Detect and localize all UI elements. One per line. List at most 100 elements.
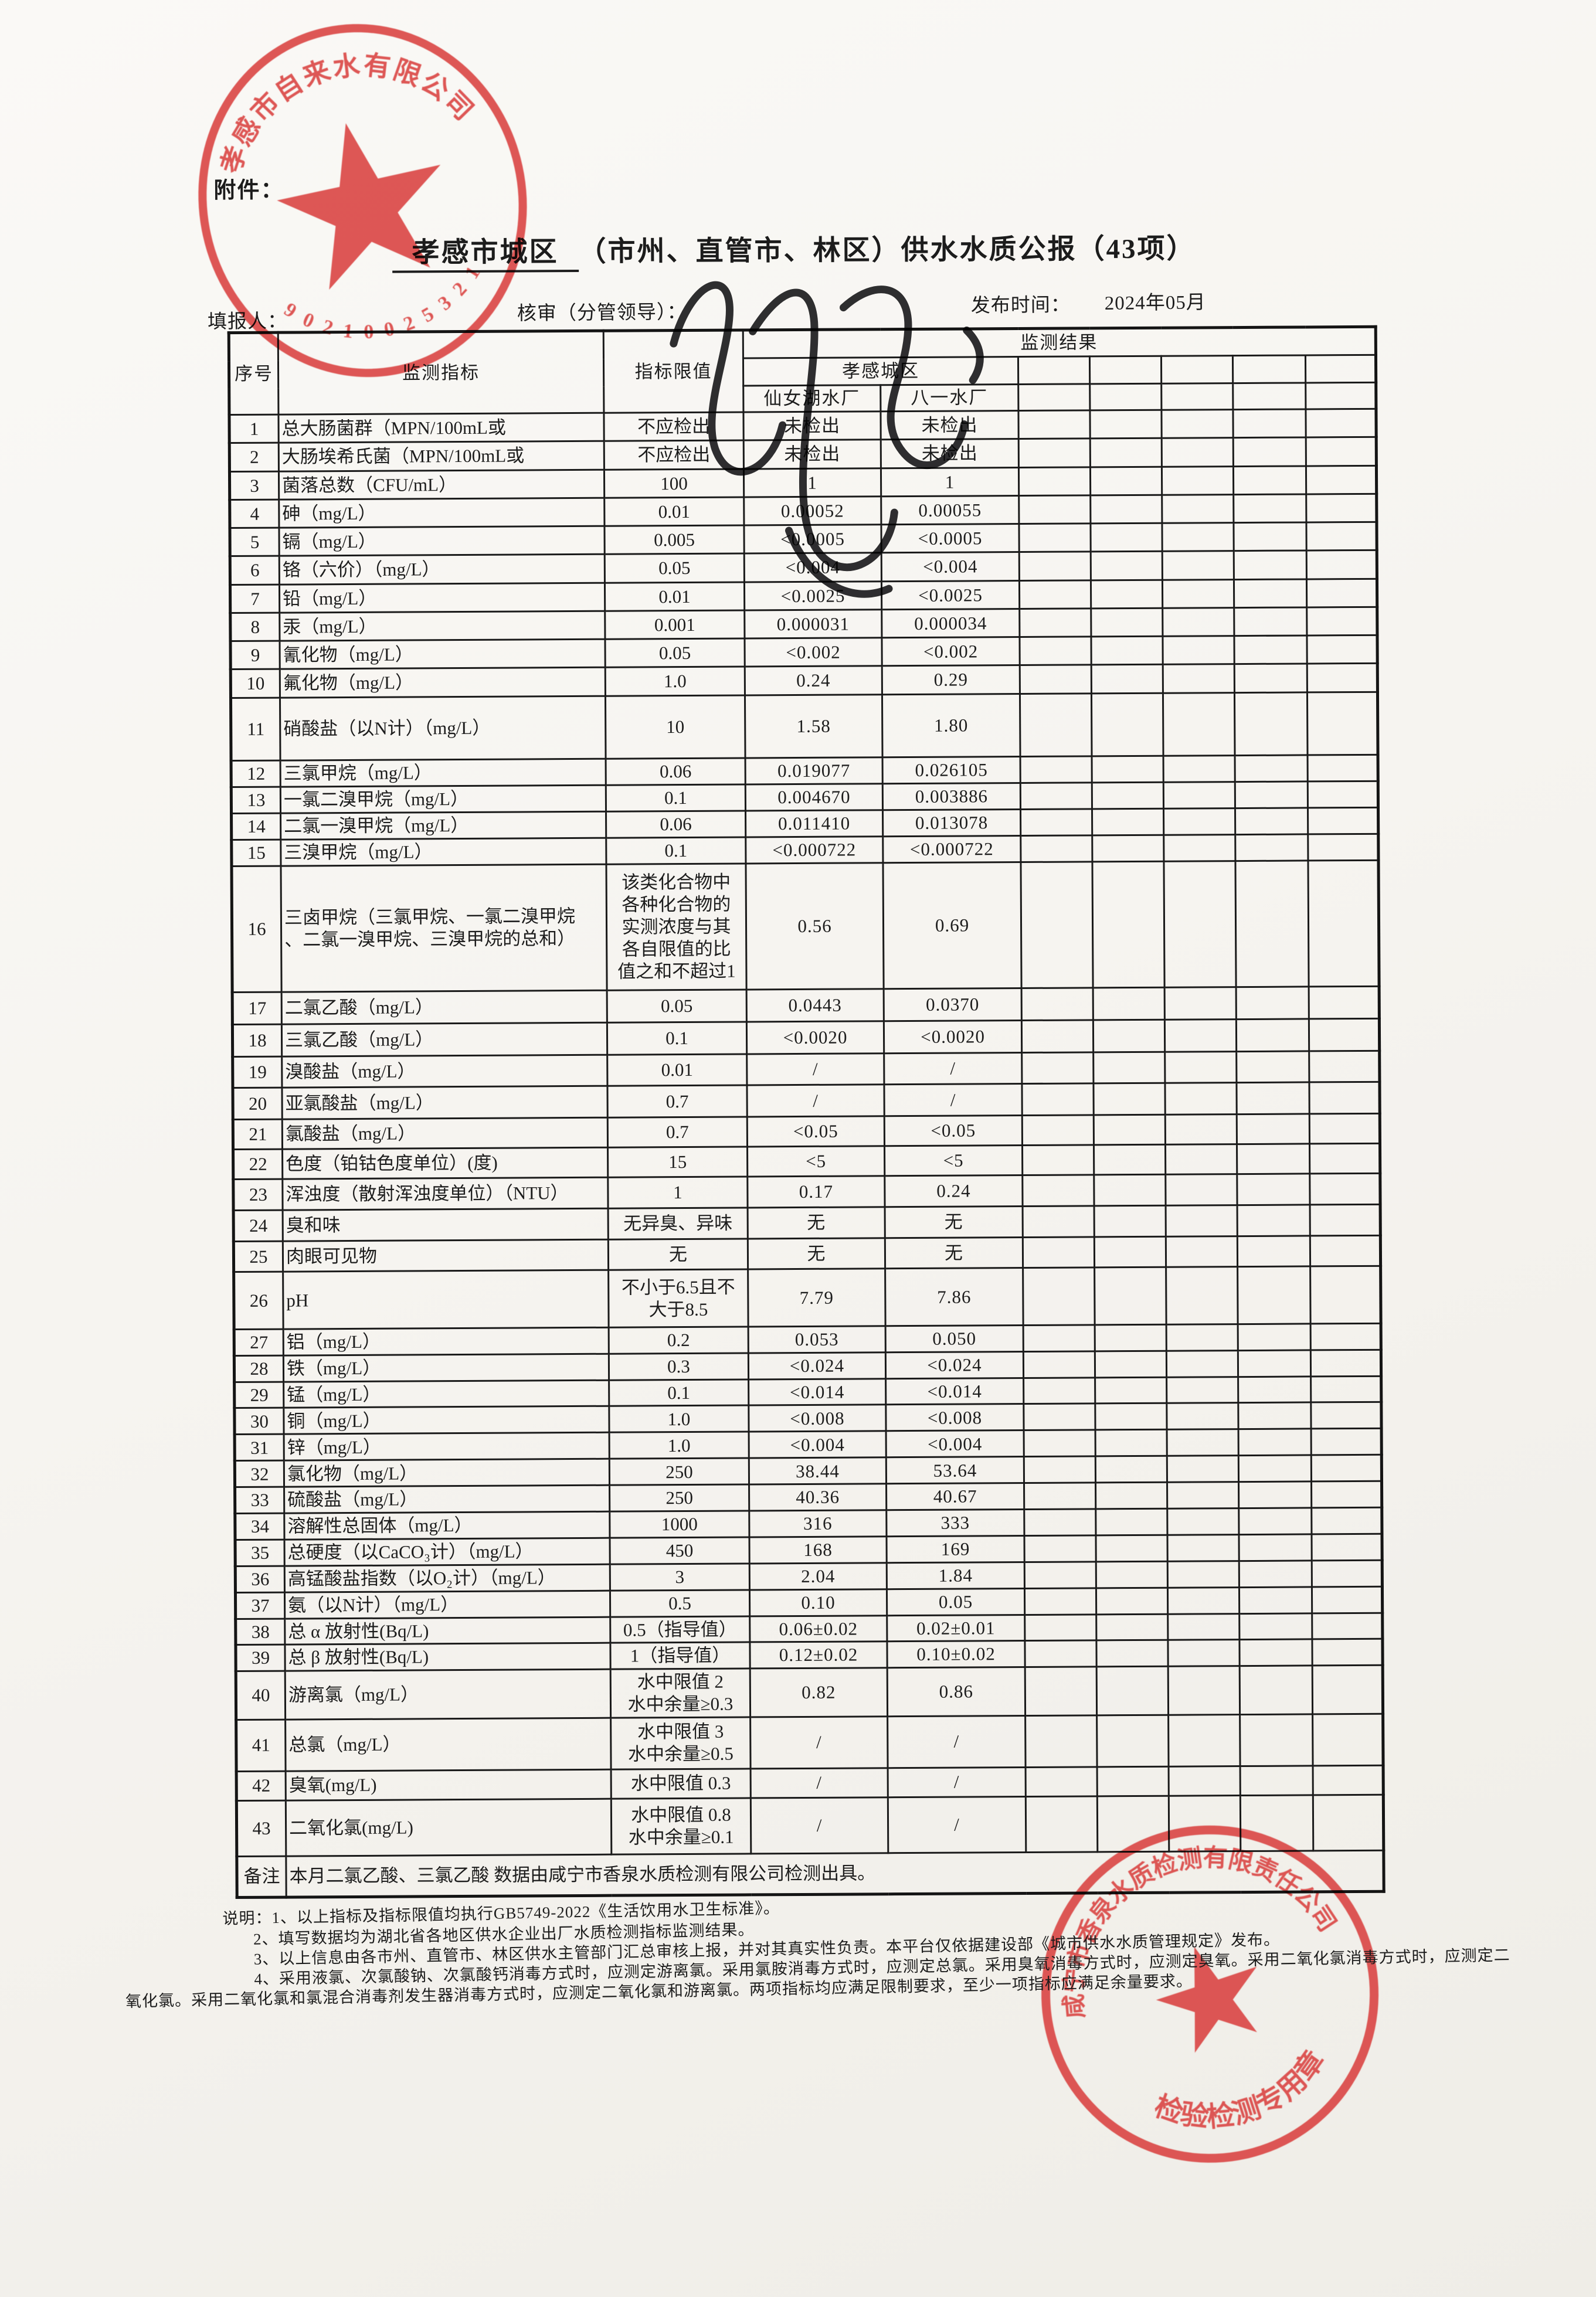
cell-empty	[1090, 467, 1162, 495]
cell-empty	[1312, 1665, 1383, 1714]
cell-limit: 450	[609, 1537, 750, 1565]
cell-seq: 21	[233, 1119, 283, 1150]
cell-empty	[1306, 522, 1377, 551]
cell-value-plant2: 7.86	[885, 1268, 1024, 1326]
cell-empty	[1306, 494, 1377, 522]
table-row: 40 游离氯（mg/L） 水中限值 2 水中余量≥0.3 0.82 0.86	[236, 1665, 1383, 1720]
cell-indicator: 锰（mg/L）	[283, 1379, 609, 1408]
cell-empty	[1162, 551, 1234, 580]
cell-empty	[1306, 635, 1378, 664]
cell-empty	[1164, 1019, 1237, 1052]
cell-value-plant1: 0.011410	[745, 810, 883, 837]
cell-indicator: 氨（以N计）（mg/L）	[284, 1590, 610, 1619]
cell-value-plant2: <0.0020	[884, 1020, 1022, 1054]
cell-empty	[1023, 1267, 1095, 1326]
cell-value-plant1: <5	[747, 1146, 885, 1177]
cell-empty	[1235, 834, 1308, 861]
cell-value-plant2: 0.24	[884, 1175, 1023, 1207]
remark-label: 备注	[236, 1856, 287, 1898]
cell-empty	[1021, 987, 1094, 1021]
cell-seq: 17	[232, 992, 282, 1025]
cell-value-plant2: <0.05	[884, 1115, 1023, 1146]
cell-empty	[1023, 1377, 1095, 1404]
cell-seq: 9	[230, 641, 280, 670]
cell-value-plant2: 53.64	[886, 1456, 1024, 1484]
cell-empty	[1095, 1351, 1167, 1378]
cell-empty	[1234, 692, 1308, 756]
cell-empty	[1167, 1587, 1240, 1614]
cell-value-plant2: /	[888, 1767, 1026, 1797]
cell-value-plant1: 2.04	[749, 1562, 887, 1590]
cell-seq: 37	[235, 1592, 285, 1619]
cell-limit: 0.7	[607, 1085, 748, 1118]
cell-empty	[1162, 494, 1234, 524]
cell-empty	[1235, 860, 1309, 987]
cell-empty	[1238, 1455, 1312, 1483]
cell-indicator: 溶解性总固体（mg/L）	[284, 1511, 610, 1540]
cell-value-plant1: /	[746, 1053, 884, 1085]
cell-empty	[1025, 1666, 1097, 1716]
cell-seq: 33	[235, 1487, 284, 1514]
cell-empty	[1167, 1456, 1239, 1483]
cell-empty	[1021, 1052, 1094, 1084]
cell-seq: 25	[233, 1241, 283, 1272]
cell-empty	[1092, 835, 1164, 862]
cell-limit: 0.06	[606, 810, 746, 838]
cell-empty	[1023, 1236, 1095, 1268]
cell-empty	[1232, 382, 1306, 410]
cell-value-plant2: 40.67	[886, 1483, 1024, 1510]
cell-empty	[1308, 860, 1380, 987]
cell-empty	[1237, 1173, 1310, 1205]
cell-empty	[1309, 1018, 1380, 1051]
cell-seq: 39	[235, 1644, 286, 1671]
cell-limit: 1（指导值）	[610, 1642, 751, 1670]
cell-empty	[1234, 607, 1307, 636]
cell-empty	[1167, 1613, 1240, 1640]
cell-empty	[1168, 1666, 1240, 1715]
cell-value-plant1: /	[746, 1084, 885, 1117]
cell-empty	[1096, 1613, 1168, 1641]
cell-value-plant1: 316	[749, 1510, 887, 1538]
cell-indicator: pH	[283, 1270, 609, 1330]
cell-value-plant2: 0.0370	[884, 988, 1022, 1021]
cell-seq: 34	[235, 1513, 285, 1540]
cell-limit: 15	[607, 1146, 748, 1178]
cell-empty	[1163, 755, 1235, 783]
cell-empty	[1240, 1714, 1313, 1766]
cell-empty	[1024, 1535, 1096, 1562]
cell-empty	[1024, 1640, 1097, 1667]
cell-empty	[1310, 1204, 1381, 1236]
cell-empty	[1311, 1481, 1382, 1508]
cell-empty	[1238, 1376, 1311, 1404]
table-row: 11 硝酸盐（以N计）（mg/L） 10 1.58 1.80	[230, 692, 1378, 761]
cell-value-plant1: 1.58	[745, 694, 883, 758]
cell-limit: 无	[608, 1238, 748, 1270]
cell-empty	[1090, 438, 1162, 467]
cell-empty	[1096, 1640, 1169, 1667]
cell-empty	[1094, 1144, 1166, 1175]
cell-empty	[1166, 1236, 1238, 1268]
cell-limit: 0.06	[606, 757, 746, 786]
cell-empty	[1166, 1377, 1238, 1404]
cell-empty	[1020, 782, 1092, 810]
cell-value-plant2: 169	[886, 1535, 1025, 1563]
cell-empty	[1236, 1082, 1310, 1114]
cell-limit: 不小于6.5且不 大于8.5	[608, 1269, 749, 1328]
cell-empty	[1025, 1766, 1098, 1797]
cell-empty	[1022, 1114, 1094, 1146]
cell-value-plant2: <5	[884, 1145, 1023, 1176]
cell-empty	[1162, 466, 1234, 495]
cell-seq: 36	[235, 1565, 285, 1593]
cell-seq: 41	[236, 1719, 286, 1772]
cell-empty	[1312, 1639, 1383, 1666]
cell-empty	[1094, 1205, 1166, 1237]
cell-empty	[1305, 409, 1377, 437]
cell-seq: 2	[229, 443, 279, 472]
notes-block: 说明：1、以上指标及指标限值均执行GB5749-2022《生活饮用水卫生标准》。…	[0, 0, 1563, 2010]
cell-empty	[1163, 664, 1235, 694]
cell-value-plant1: 0.56	[745, 862, 884, 990]
cell-empty	[1238, 1429, 1312, 1456]
cell-empty	[1165, 1174, 1238, 1206]
meta-line: 填报人： 核审（分管领导）： 发布时间： 2024年05月	[0, 0, 1591, 332]
cell-seq: 38	[235, 1618, 285, 1645]
